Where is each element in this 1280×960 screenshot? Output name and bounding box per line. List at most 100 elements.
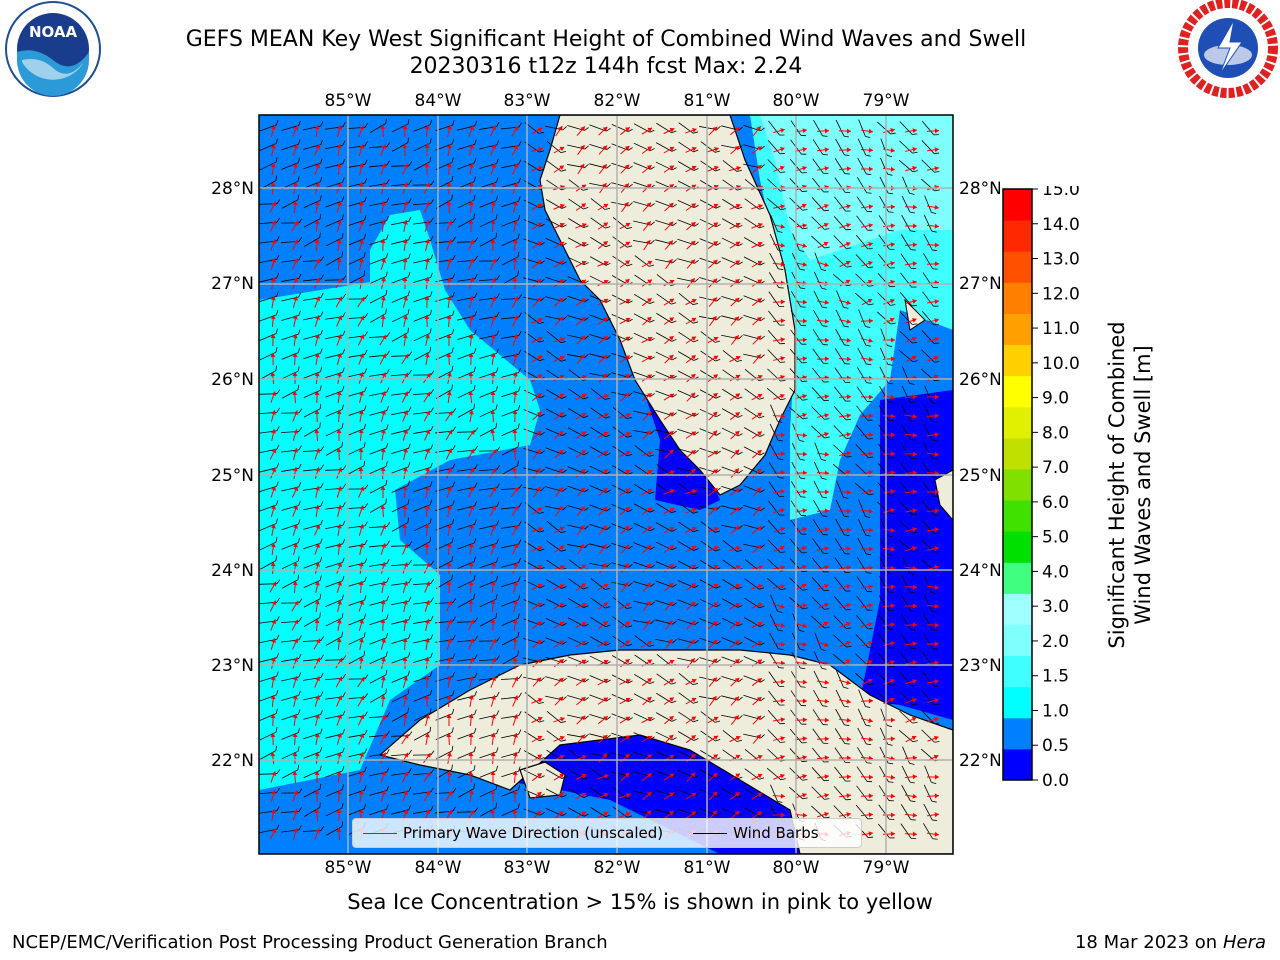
wave-direction-arrow <box>531 241 543 249</box>
wave-direction-arrow <box>685 716 697 724</box>
wave-direction-arrow <box>314 448 321 460</box>
wind-barb <box>901 214 916 232</box>
wave-direction-arrow <box>531 545 543 552</box>
wave-direction-arrow <box>402 581 408 593</box>
wave-direction-arrow <box>772 318 786 324</box>
wave-direction-arrow <box>772 793 786 799</box>
wave-direction-arrow <box>292 580 298 594</box>
wave-direction-arrow <box>313 258 321 270</box>
wave-direction-arrow <box>817 679 829 685</box>
wave-direction-arrow <box>358 561 364 575</box>
wave-direction-arrow <box>445 429 453 441</box>
wave-direction-arrow <box>576 316 586 326</box>
wind-barb <box>835 328 850 346</box>
wave-direction-arrow <box>685 146 697 153</box>
wave-direction-arrow <box>270 352 276 366</box>
wind-barb <box>901 195 915 214</box>
wave-direction-arrow <box>425 239 430 251</box>
lon-label: 83°W <box>504 858 551 878</box>
wave-direction-arrow <box>729 355 741 363</box>
colorbar-tick-label: 9.0 <box>1042 389 1069 409</box>
wave-direction-arrow <box>269 581 277 593</box>
wave-direction-arrow <box>642 220 652 232</box>
wave-direction-arrow <box>577 543 585 555</box>
wave-direction-arrow <box>531 772 543 782</box>
wave-direction-arrow <box>402 124 408 138</box>
wave-direction-arrow <box>817 621 829 629</box>
wave-direction-arrow <box>532 658 542 668</box>
wave-direction-arrow <box>905 793 917 799</box>
wind-barb <box>391 689 410 703</box>
wind-barb <box>413 346 432 361</box>
wave-direction-arrow <box>313 638 321 650</box>
wave-direction-arrow <box>597 393 609 400</box>
wave-direction-arrow <box>620 278 630 288</box>
wave-direction-arrow <box>424 220 430 232</box>
wave-direction-arrow <box>773 432 785 438</box>
wave-direction-arrow <box>816 755 830 761</box>
wave-direction-arrow <box>531 203 543 211</box>
wind-barb <box>855 424 873 440</box>
lon-label: 84°W <box>415 858 462 878</box>
wave-direction-arrow <box>619 450 631 458</box>
wind-barb <box>833 634 852 648</box>
wave-direction-arrow <box>904 641 918 647</box>
wind-barb <box>833 615 852 629</box>
wave-direction-arrow <box>861 242 873 248</box>
wave-direction-arrow <box>795 147 807 152</box>
wind-barb <box>833 425 852 439</box>
colorbar-cell <box>1003 220 1032 252</box>
wave-direction-arrow <box>271 277 276 289</box>
wave-direction-arrow <box>313 277 321 289</box>
wave-direction-arrow <box>709 695 717 707</box>
wave-direction-arrow <box>642 411 652 421</box>
wind-barb <box>590 388 611 400</box>
wave-direction-arrow <box>512 789 518 803</box>
wave-direction-arrow <box>597 317 609 325</box>
wave-direction-arrow <box>490 771 496 783</box>
wave-direction-arrow <box>446 657 452 669</box>
colorbar-cell <box>1003 189 1032 221</box>
wave-direction-arrow <box>380 163 386 175</box>
wave-direction-arrow <box>292 713 298 727</box>
wave-direction-arrow <box>336 695 343 707</box>
wind-barb <box>677 467 699 473</box>
wind-barb <box>923 823 938 840</box>
wave-direction-arrow <box>597 335 609 345</box>
wave-direction-arrow <box>424 600 430 612</box>
wave-direction-arrow <box>883 527 895 533</box>
wave-direction-arrow <box>597 773 609 780</box>
wave-direction-arrow <box>904 584 918 590</box>
wave-direction-arrow <box>773 356 785 361</box>
wind-barb <box>812 177 829 193</box>
wave-direction-arrow <box>795 546 807 552</box>
wind-barb <box>479 385 499 398</box>
wave-direction-arrow <box>423 790 431 802</box>
lon-label: 80°W <box>773 858 820 878</box>
wave-direction-arrow <box>861 356 873 362</box>
wave-direction-arrow <box>861 546 873 552</box>
wave-direction-arrow <box>598 354 608 364</box>
wind-barb <box>922 291 939 307</box>
wave-direction-arrow <box>402 257 408 271</box>
wind-barb <box>921 729 940 743</box>
wave-direction-arrow <box>511 524 519 536</box>
colorbar-cell <box>1003 655 1032 688</box>
wind-barb <box>769 233 783 252</box>
wind-barb <box>901 575 915 594</box>
wind-barb <box>834 158 850 175</box>
colorbar-tick-label: 12.0 <box>1042 284 1080 304</box>
wave-direction-arrow <box>380 524 387 536</box>
wave-direction-arrow <box>424 581 431 593</box>
wave-direction-arrow <box>663 279 675 287</box>
wave-direction-arrow <box>446 714 452 726</box>
wave-direction-arrow <box>883 717 895 723</box>
wind-barb <box>855 634 874 648</box>
wave-direction-arrow <box>358 619 364 631</box>
wind-barb <box>303 158 323 170</box>
wave-direction-arrow <box>512 714 518 726</box>
wind-barb <box>457 783 475 798</box>
wave-direction-arrow <box>773 128 785 134</box>
wind-barb <box>878 823 895 839</box>
wave-direction-arrow <box>685 412 697 420</box>
